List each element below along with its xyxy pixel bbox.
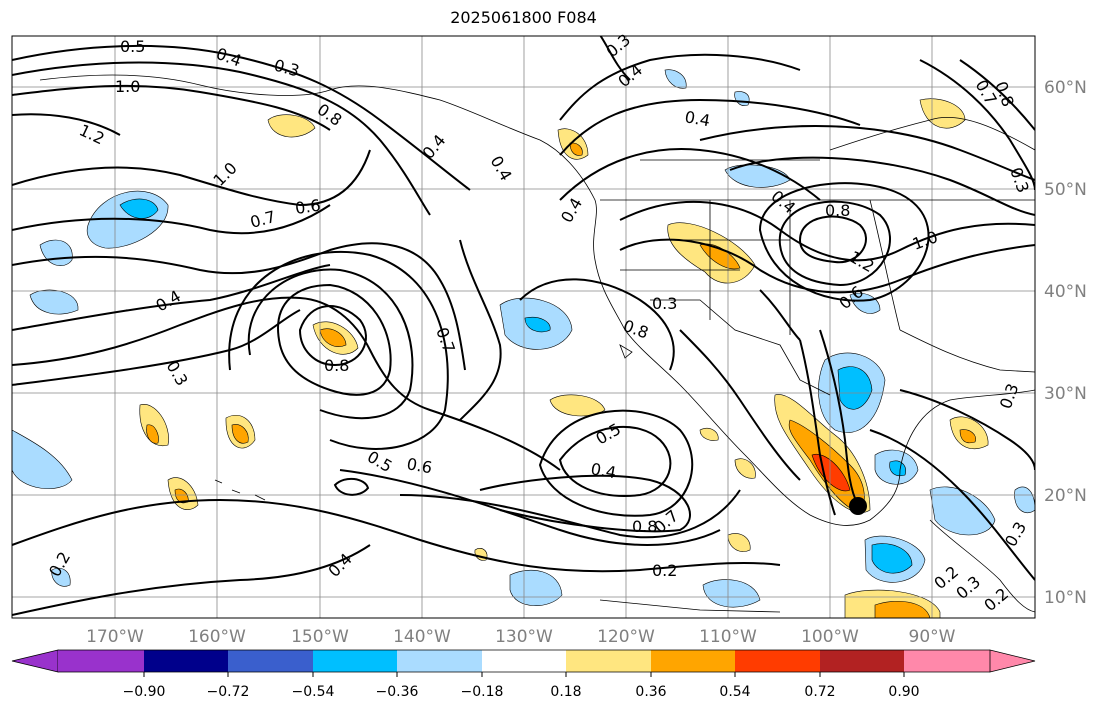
colorbar-segment <box>735 650 820 672</box>
colorbar-segment <box>904 650 990 672</box>
colorbar-right-arrow <box>989 649 1036 673</box>
colorbar-segment <box>482 650 566 672</box>
colorbar-tick-label: 0.36 <box>635 684 666 700</box>
lat-label: 60°N <box>1044 78 1087 98</box>
lon-label: 100°W <box>801 627 859 647</box>
lat-label: 20°N <box>1044 486 1087 506</box>
colorbar-tick-label: 0.90 <box>888 684 919 700</box>
lat-label: 10°N <box>1044 588 1087 608</box>
contour-label: 0.4 <box>683 107 711 130</box>
lon-label: 120°W <box>597 627 655 647</box>
lat-label: 50°N <box>1044 180 1087 200</box>
colorbar-segment <box>397 650 482 672</box>
lon-label: 140°W <box>393 627 451 647</box>
positive-anomaly-shading <box>139 98 989 618</box>
contour-label: 1.0 <box>115 77 140 96</box>
latitude-labels: 60°N 50°N 40°N 30°N 20°N 10°N <box>1044 78 1087 608</box>
lon-label: 130°W <box>495 627 553 647</box>
colorbar-segment <box>566 650 651 672</box>
contour-label: 0.8 <box>825 201 850 220</box>
lat-label: 30°N <box>1044 384 1087 404</box>
longitude-labels: 170°W 160°W 150°W 140°W 130°W 120°W 110°… <box>86 627 956 647</box>
contour-label: 0.3 <box>652 294 677 313</box>
contour-label: 0.2 <box>652 561 677 580</box>
lon-label: 160°W <box>188 627 246 647</box>
colorbar-segment <box>144 650 228 672</box>
lat-label: 40°N <box>1044 282 1087 302</box>
contour-label: 0.4 <box>589 459 617 482</box>
colorbar-tick-label: −0.36 <box>376 684 419 700</box>
colorbar-segment <box>651 650 735 672</box>
contour-label: 0.6 <box>405 454 433 477</box>
colorbar-segment <box>820 650 904 672</box>
colorbar-tick-label: 0.72 <box>804 684 835 700</box>
storm-center-marker <box>849 497 867 515</box>
contour-label: 0.6 <box>294 196 322 218</box>
lon-label: 170°W <box>86 627 144 647</box>
colorbar-segment <box>228 650 313 672</box>
contour-label: 0.8 <box>324 356 349 375</box>
colorbar-tick-label: 0.18 <box>550 684 581 700</box>
lon-label: 90°W <box>909 627 956 647</box>
contour-label: 0.5 <box>120 37 145 56</box>
coastlines <box>39 74 1035 613</box>
colorbar-left-arrow <box>11 649 59 673</box>
colorbar-tick-label: −0.54 <box>292 684 335 700</box>
lon-label: 110°W <box>699 627 757 647</box>
map-frame <box>11 35 1036 619</box>
colorbar: −0.90 −0.72 −0.54 −0.36 −0.18 0.18 0.36 … <box>11 649 1036 700</box>
lon-label: 150°W <box>291 627 349 647</box>
colorbar-tick-label: 0.54 <box>719 684 750 700</box>
colorbar-tick-label: −0.90 <box>123 684 166 700</box>
contour-lines <box>12 36 1035 616</box>
colorbar-segment <box>58 650 144 672</box>
colorbar-tick-label: −0.18 <box>461 684 504 700</box>
colorbar-segment <box>313 650 397 672</box>
contour-label: 0.8 <box>632 517 657 536</box>
map-title: 2025061800 F084 <box>450 8 597 27</box>
colorbar-tick-label: −0.72 <box>207 684 250 700</box>
